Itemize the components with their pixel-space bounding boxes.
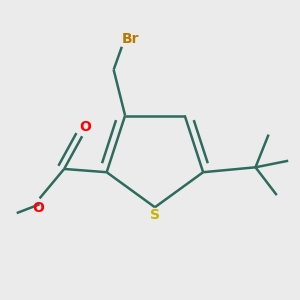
Text: S: S <box>150 208 160 222</box>
Text: O: O <box>79 120 91 134</box>
Text: O: O <box>32 200 44 214</box>
Text: Br: Br <box>121 32 139 46</box>
